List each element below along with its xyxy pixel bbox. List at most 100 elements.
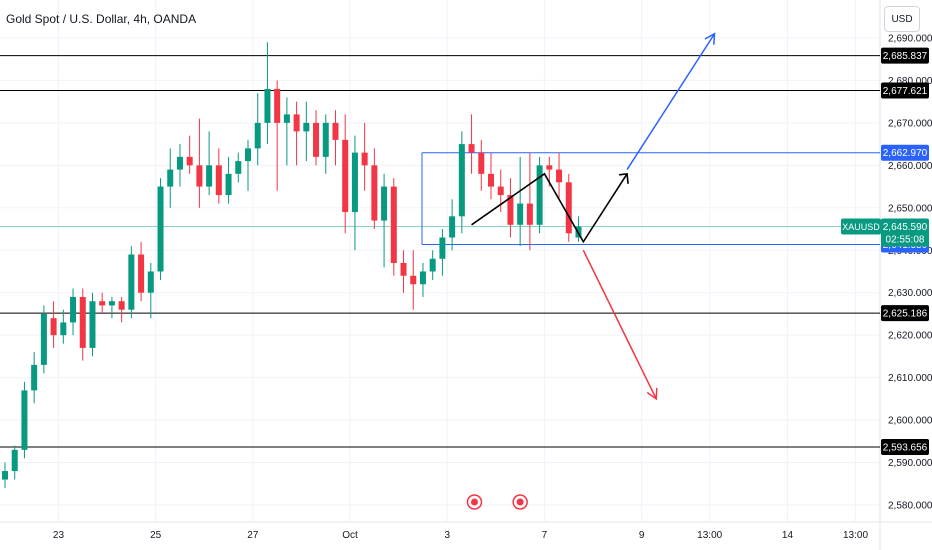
candle-body (245, 148, 251, 162)
level-price-label-bg (881, 47, 929, 64)
last-price-label-bg (881, 218, 929, 247)
candle-body (556, 169, 563, 183)
level-price-label: 2,662.970 (883, 148, 928, 159)
candle-body (536, 165, 543, 225)
candle-body (332, 122, 339, 140)
candle-body (128, 254, 135, 310)
x-tick-label: 23 (53, 530, 65, 541)
level-price-label-bg (881, 82, 929, 99)
candle-body (342, 139, 349, 213)
candle-body (488, 173, 494, 187)
candle-body (21, 390, 28, 450)
candle-body (303, 122, 310, 132)
candle-body (468, 144, 475, 153)
bullish-arrow (626, 33, 716, 170)
candle-body (478, 152, 485, 174)
level-price-label-bg (881, 305, 929, 322)
y-tick-label: 2,600.000 (888, 416, 932, 427)
candle-body (11, 449, 18, 472)
y-tick-label: 2,650.000 (888, 203, 932, 214)
zigzag-projection (471, 172, 628, 244)
level-price-label: 2,677.621 (883, 86, 928, 97)
candle-body (390, 186, 397, 263)
symbol-badge: XAUUSD (842, 222, 880, 232)
candle-body (206, 165, 213, 187)
event-marker-dot (470, 498, 478, 506)
candle-body (439, 237, 446, 259)
candle-body (429, 258, 436, 272)
candle-body (79, 296, 86, 348)
candle-body (410, 275, 417, 285)
candle-body (419, 271, 426, 285)
candle-body (361, 152, 368, 166)
y-tick-label: 2,590.000 (888, 458, 932, 469)
x-tick-label: 13:00 (843, 530, 868, 541)
bar-countdown-label: 02:55:08 (886, 235, 925, 246)
candle-body (274, 88, 281, 123)
candle-body (565, 182, 572, 234)
candle-body (264, 88, 271, 123)
candle-body (293, 114, 300, 132)
currency-button[interactable]: USD (884, 6, 920, 32)
candle-body (186, 156, 193, 166)
candle-body (196, 165, 203, 187)
candle-body (254, 122, 261, 149)
bearish-arrow-head (646, 387, 658, 401)
y-tick-label: 2,620.000 (888, 331, 932, 342)
candle-body (176, 156, 183, 170)
candle-body (99, 301, 106, 306)
level-price-label: 2,593.656 (883, 443, 928, 454)
x-tick-label: 14 (782, 530, 794, 541)
symbol-badge-bg (841, 218, 881, 235)
candle-body (157, 186, 164, 272)
x-tick-label: 27 (247, 530, 259, 541)
candle-body (108, 301, 115, 306)
y-tick-label: 2,680.000 (888, 76, 932, 87)
zigzag-arrowhead (618, 172, 629, 184)
level-price-label: 2,625.186 (883, 309, 928, 320)
candle-body (40, 313, 47, 365)
chart-title: Gold Spot / U.S. Dollar, 4h, OANDA (6, 12, 197, 26)
candle-body (507, 195, 514, 225)
x-tick-label: 7 (542, 530, 548, 541)
candle-body (283, 114, 290, 123)
x-tick-label: 3 (444, 530, 450, 541)
candle-body (215, 165, 222, 196)
level-price-label-bg (881, 144, 929, 161)
y-tick-label: 2,580.000 (888, 501, 932, 512)
candle-body (458, 144, 465, 217)
candle-body (526, 203, 533, 225)
candle-body (381, 186, 388, 221)
candle-body (225, 173, 232, 196)
x-tick-label: Oct (342, 530, 358, 541)
candle-body (322, 122, 329, 157)
candle-body (89, 301, 96, 348)
x-tick-label: 13:00 (697, 530, 722, 541)
candle-body (118, 301, 125, 310)
level-price-label-bg (881, 439, 929, 456)
last-price-label: 2,645.590 (883, 222, 928, 233)
event-marker-dot (516, 498, 524, 506)
candle-body (351, 152, 358, 213)
candle-body (400, 263, 407, 276)
y-tick-label: 2,610.000 (888, 373, 932, 384)
y-tick-label: 2,670.000 (888, 118, 932, 129)
candle-body (147, 271, 154, 293)
y-tick-label: 2,630.000 (888, 288, 932, 299)
candle-body (31, 364, 38, 391)
candle-body (517, 203, 524, 225)
y-tick-label: 2,660.000 (888, 161, 932, 172)
candle-body (546, 165, 553, 170)
candle-body (449, 216, 456, 238)
candle-body (60, 322, 67, 336)
candle-body (313, 122, 320, 157)
candle-body (497, 186, 504, 196)
bullish-arrow-head (704, 32, 716, 45)
candle-body (70, 296, 77, 323)
candle-body (2, 471, 8, 480)
candle-body (138, 254, 145, 293)
bearish-arrow (582, 249, 657, 400)
x-tick-label: 25 (150, 530, 162, 541)
